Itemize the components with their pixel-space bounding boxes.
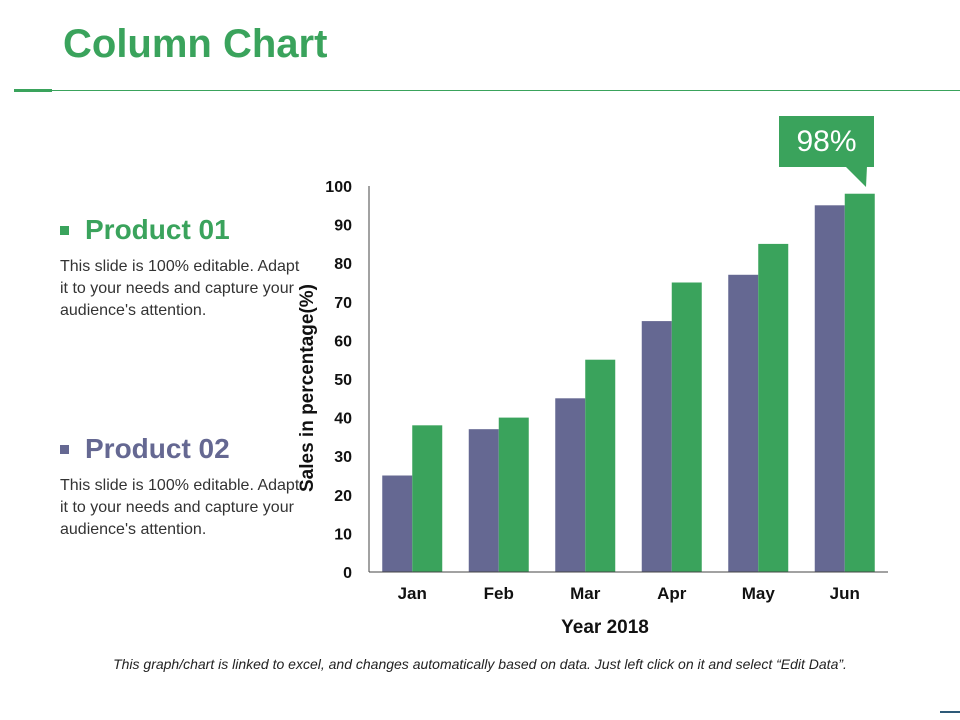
bar-product-01-jun [844,193,875,572]
y-tick-label: 70 [334,295,352,312]
y-tick-label: 20 [334,488,352,505]
x-tick-label: Feb [484,584,514,603]
bullet-icon [60,225,69,235]
y-tick-label: 100 [325,179,352,196]
x-tick-label: Jun [830,584,860,603]
y-tick-label: 0 [343,565,352,582]
x-tick-label: May [742,584,776,603]
bar-product-01-mar [585,359,616,572]
y-tick-label: 50 [334,372,352,389]
bar-product-02-apr [641,321,672,572]
legend-description: This slide is 100% editable. Adapt it to… [60,258,300,319]
bar-product-02-jun [814,205,845,573]
bar-product-02-jan [382,475,413,572]
footnote: This graph/chart is linked to excel, and… [113,656,847,672]
y-tick-label: 40 [334,411,352,428]
corner-accent [940,711,960,713]
value-callout: 98% [779,116,874,167]
y-tick-label: 10 [334,526,352,543]
y-axis-label: Sales in percentage(%) [297,284,318,492]
title-divider-accent [14,89,52,92]
bar-product-01-jan [412,425,443,572]
bullet-icon [60,444,69,454]
y-tick-label: 60 [334,333,352,350]
page-title: Column Chart [63,22,328,66]
legend-label: Product 02 [85,433,230,464]
x-tick-label: Apr [657,584,687,603]
legend-product-02: Product 02 This slide is 100% editable. … [60,433,300,541]
bar-product-01-apr [671,282,702,572]
bar-product-02-mar [555,398,586,572]
legend-description: This slide is 100% editable. Adapt it to… [60,477,300,538]
y-tick-label: 80 [334,256,352,273]
legend-product-01: Product 01 This slide is 100% editable. … [60,214,300,322]
y-tick-label: 30 [334,449,352,466]
legend-label: Product 01 [85,214,230,245]
x-tick-label: Jan [398,584,427,603]
title-divider [14,90,960,91]
bar-product-02-feb [468,429,499,572]
bar-product-02-may [728,274,759,572]
bar-product-01-may [758,243,789,572]
x-tick-label: Mar [570,584,601,603]
bar-product-01-feb [498,417,529,572]
y-tick-label: 90 [334,218,352,235]
x-axis-label: Year 2018 [561,617,649,638]
